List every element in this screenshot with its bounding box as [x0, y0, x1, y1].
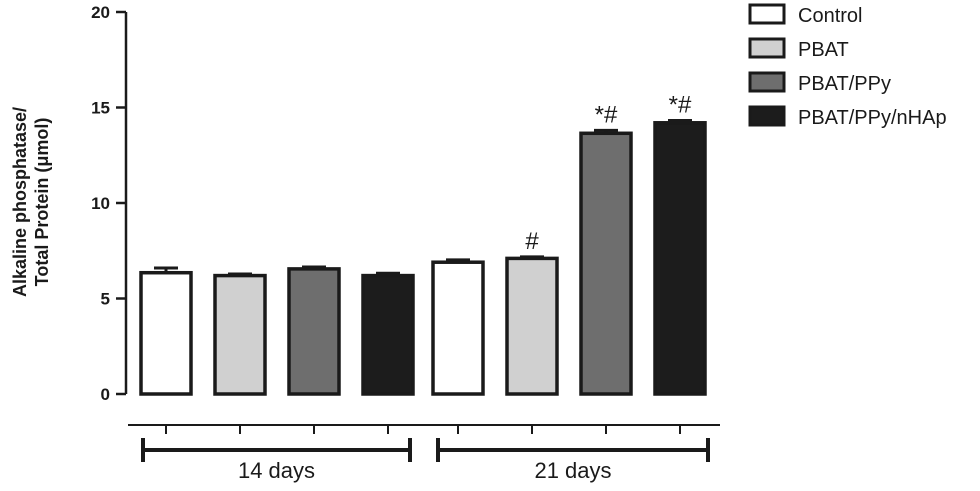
- bar: [213, 273, 267, 396]
- y-axis: 0 5 10 15 20: [91, 3, 128, 404]
- y-tick-label: 10: [91, 194, 110, 213]
- y-tick-label: 20: [91, 3, 110, 22]
- legend-swatch: [748, 71, 786, 93]
- legend: Control PBAT PBAT/PPy PBAT/PPy/nHAp: [748, 3, 947, 129]
- legend-swatch: [748, 37, 786, 59]
- y-axis-label-line2: Total Protein (μmol): [32, 118, 52, 287]
- legend-swatch: [748, 105, 786, 127]
- legend-label: PBAT/PPy/nHAp: [798, 107, 947, 129]
- significance-label: *#: [595, 101, 618, 128]
- y-tick-label: 5: [101, 290, 110, 309]
- group-label: 21 days: [534, 458, 611, 483]
- bar: [361, 273, 415, 396]
- bar: [287, 267, 341, 396]
- y-tick-label: 15: [91, 99, 110, 118]
- bar: [505, 256, 559, 396]
- legend-label: PBAT/PPy: [798, 73, 891, 95]
- bar: [579, 131, 633, 396]
- significance-label: *#: [669, 91, 692, 118]
- legend-label: PBAT: [798, 39, 849, 61]
- significance-label: #: [525, 228, 539, 255]
- y-axis-label-line1: Alkaline phosphatase/: [10, 107, 30, 297]
- bar: [139, 270, 193, 396]
- bar: [431, 260, 485, 396]
- group-axis: 14 days 21 days: [128, 424, 720, 483]
- bar: [653, 121, 707, 396]
- y-tick-label: 0: [101, 385, 110, 404]
- group-label: 14 days: [238, 458, 315, 483]
- legend-label: Control: [798, 5, 862, 27]
- bars: # *# *#: [139, 91, 707, 396]
- legend-swatch: [748, 3, 786, 25]
